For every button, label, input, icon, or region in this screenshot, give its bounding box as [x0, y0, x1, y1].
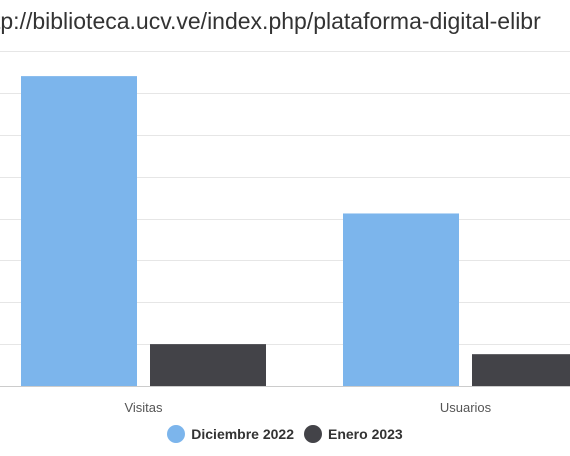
x-tick-label: Visitas	[124, 400, 163, 415]
bar-usuarios-enero-2023[interactable]	[472, 354, 570, 386]
legend-label-diciembre-2022: Diciembre 2022	[191, 426, 294, 442]
chart-title: tp://biblioteca.ucv.ve/index.php/platafo…	[0, 8, 541, 34]
bar-visitas-enero-2023[interactable]	[150, 344, 266, 386]
legend-item-diciembre-2022[interactable]: Diciembre 2022	[167, 425, 294, 443]
bar-visitas-diciembre-2022[interactable]	[21, 76, 137, 386]
legend-swatch-enero-2023	[304, 425, 322, 443]
legend: Diciembre 2022 Enero 2023	[0, 425, 570, 443]
legend-swatch-diciembre-2022	[167, 425, 186, 443]
legend-item-enero-2023[interactable]: Enero 2023	[304, 425, 403, 443]
x-tick-label: Usuarios	[440, 400, 492, 415]
bar-usuarios-diciembre-2022[interactable]	[343, 213, 459, 386]
legend-label-enero-2023: Enero 2023	[328, 426, 403, 442]
